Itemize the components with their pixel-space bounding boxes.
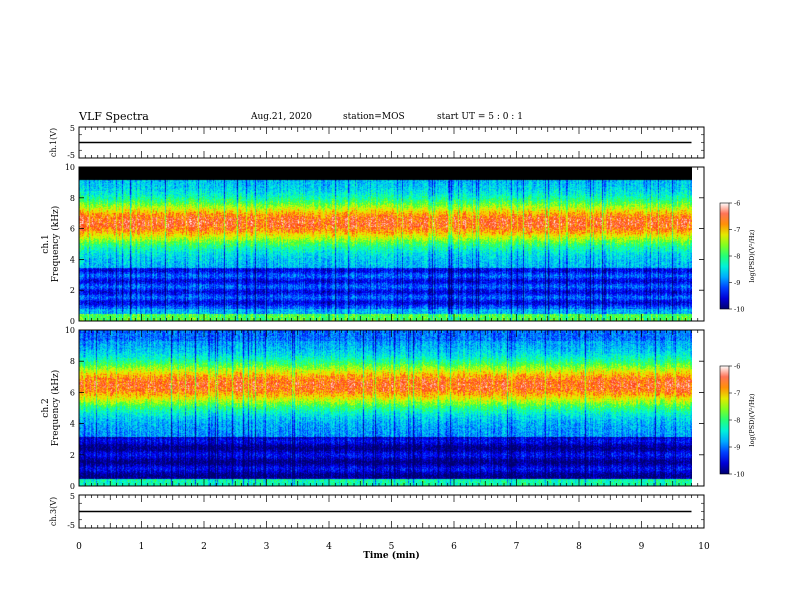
start-time-label: start UT = 5 : 0 : 1 <box>437 112 523 122</box>
ch2-spectrogram-ytick-label: 0 <box>70 482 75 491</box>
ch1-spectrogram-ylabel-line2: Frequency (kHz) <box>50 206 61 283</box>
ch1-voltage-ytick-label: 5 <box>70 124 75 133</box>
ch2-spectrogram-colorbar-tick-label: -8 <box>734 417 740 425</box>
xtick-label: 0 <box>76 542 82 552</box>
xtick-label: 7 <box>514 542 520 552</box>
ch2-spectrogram-heatmap-image <box>79 330 692 486</box>
ch1-voltage-ylabel: ch.1(V) <box>49 128 58 157</box>
ch1-spectrogram-ytick-label: 6 <box>70 225 75 234</box>
xtick-label: 8 <box>576 542 582 552</box>
ch1-spectrogram-ylabel: ch.1 Frequency (kHz) <box>41 206 61 283</box>
ch1-spectrogram-ytick-label: 8 <box>70 194 75 203</box>
ch2-spectrogram-colorbar-tick-label: -9 <box>734 444 740 452</box>
ch2-spectrogram-ylabel: ch.2 Frequency (kHz) <box>41 370 61 447</box>
ch2-spectrogram-colorbar-tick-label: -6 <box>734 363 740 371</box>
ch1-voltage-ytick-label: -5 <box>67 151 75 160</box>
ch3-voltage-ylabel-text: ch.3(V) <box>49 497 58 526</box>
xtick-label: 4 <box>326 542 332 552</box>
ch1-spectrogram-ytick-label: 10 <box>65 163 75 172</box>
ch3-voltage-ytick-label: -5 <box>67 521 75 530</box>
xtick-label: 1 <box>139 542 145 552</box>
ch2-spectrogram-colorbar-label: log(PSD)(V²/Hz) <box>748 393 756 446</box>
ch2-spectrogram-ylabel-line1: ch.2 <box>41 398 51 417</box>
xtick-label: 5 <box>389 542 395 552</box>
xtick-label: 3 <box>264 542 270 552</box>
ch2-spectrogram-ytick-label: 8 <box>70 357 75 366</box>
ch3-voltage-ytick-label: 5 <box>70 492 75 501</box>
ch2-spectrogram-ytick-label: 10 <box>65 326 75 335</box>
ch1-spectrogram-colorbar-label: log(PSD)(V²/Hz) <box>748 229 756 282</box>
ch1-spectrogram-colorbar-tick-label: -7 <box>734 226 740 234</box>
ch2-spectrogram-ytick-label: 2 <box>70 451 75 460</box>
xaxis-label: Time (min) <box>363 550 420 561</box>
ch2-spectrogram-colorbar-tick-label: -10 <box>734 471 744 479</box>
ch1-spectrogram-colorbar <box>719 202 730 310</box>
date-label: Aug.21, 2020 <box>251 112 312 122</box>
ch1-spectrogram-ylabel-line1: ch.1 <box>41 234 51 253</box>
ch1-spectrogram-colorbar-label-text: log(PSD)(V²/Hz) <box>748 229 756 282</box>
ch2-spectrogram-colorbar-tick-label: -7 <box>734 390 740 398</box>
ch1-spectrogram-ytick-label: 2 <box>70 286 75 295</box>
ch2-spectrogram-ytick-label: 4 <box>70 420 75 429</box>
xtick-label: 10 <box>698 542 710 552</box>
ch1-voltage-ylabel-text: ch.1(V) <box>49 128 58 157</box>
ch2-spectrogram-ylabel-line2: Frequency (kHz) <box>50 370 61 447</box>
ch2-spectrogram-ytick-label: 6 <box>70 388 75 397</box>
chart-title: VLF Spectra <box>79 110 149 123</box>
station-label: station=MOS <box>343 112 405 122</box>
ch1-spectrogram-colorbar-tick-label: -9 <box>734 279 740 287</box>
xtick-label: 6 <box>451 542 457 552</box>
xtick-label: 2 <box>201 542 207 552</box>
xtick-label: 9 <box>639 542 645 552</box>
ch2-spectrogram-colorbar-label-text: log(PSD)(V²/Hz) <box>748 393 756 446</box>
ch1-spectrogram-heatmap-image <box>79 167 692 321</box>
ch2-spectrogram-colorbar <box>719 365 730 475</box>
ch1-spectrogram-colorbar-tick-label: -8 <box>734 253 740 261</box>
ch1-spectrogram-ytick-label: 4 <box>70 255 75 264</box>
ch3-voltage-ylabel: ch.3(V) <box>49 497 58 526</box>
ch1-spectrogram-colorbar-tick-label: -10 <box>734 306 744 314</box>
ch1-spectrogram-ytick-label: 0 <box>70 317 75 326</box>
ch1-spectrogram-colorbar-tick-label: -6 <box>734 200 740 208</box>
